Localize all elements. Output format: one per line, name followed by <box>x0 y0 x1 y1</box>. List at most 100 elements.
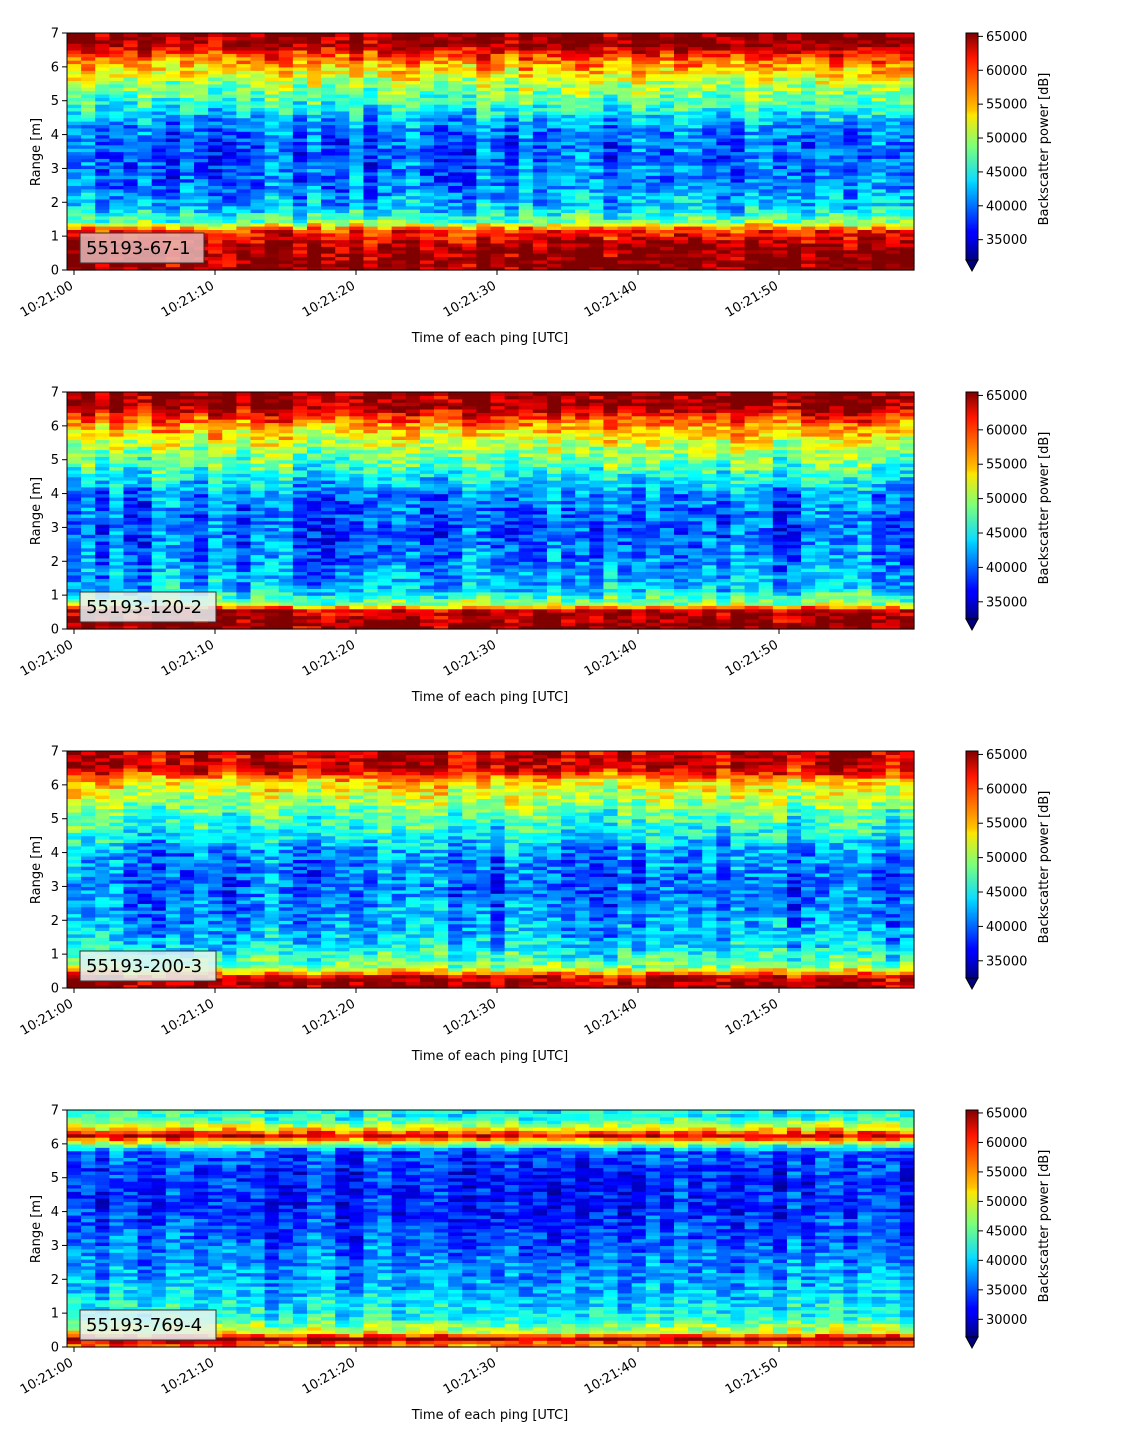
heatmap-cell <box>264 256 280 261</box>
heatmap-cell <box>250 205 266 210</box>
heatmap-cell <box>250 43 266 48</box>
heatmap-cell <box>165 195 181 200</box>
heatmap-cell <box>363 73 379 78</box>
heatmap-cell <box>67 256 82 261</box>
heatmap-cell <box>151 192 167 197</box>
heatmap-cell <box>335 43 350 48</box>
heatmap-cell <box>278 236 294 241</box>
heatmap-cell <box>363 246 379 251</box>
heatmap-cell <box>67 53 82 58</box>
heatmap-cell <box>377 161 393 166</box>
heatmap-cell <box>179 205 195 210</box>
heatmap-cell <box>109 209 125 214</box>
heatmap-cell <box>236 185 252 190</box>
heatmap-cell <box>349 80 365 85</box>
heatmap-cell <box>434 263 449 268</box>
heatmap-cell <box>81 121 96 126</box>
heatmap-cell <box>405 249 421 254</box>
heatmap-cell <box>335 144 350 149</box>
heatmap-cell <box>109 134 125 139</box>
heatmap-cell <box>208 80 223 85</box>
heatmap-cell <box>222 104 237 109</box>
heatmap-cell <box>871 33 887 37</box>
heatmap-cell <box>278 134 294 139</box>
heatmap-cell <box>123 73 139 78</box>
heatmap-cell <box>179 178 195 183</box>
heatmap-cell <box>434 80 449 85</box>
heatmap-cell <box>165 104 181 109</box>
heatmap-cell <box>363 195 379 200</box>
heatmap-cell <box>222 232 237 237</box>
heatmap-cell <box>419 70 435 75</box>
heatmap-cell <box>194 212 209 217</box>
heatmap-cell <box>292 154 308 159</box>
heatmap-cell <box>377 225 393 230</box>
heatmap-cell <box>81 185 96 190</box>
heatmap-cell <box>67 195 82 200</box>
heatmap-cell <box>67 161 82 166</box>
heatmap-cell <box>377 158 393 163</box>
heatmap-cell <box>95 73 110 78</box>
heatmap-cell <box>250 236 266 241</box>
heatmap-cell <box>292 70 308 75</box>
heatmap-cell <box>123 43 139 48</box>
heatmap-cell <box>292 151 308 156</box>
heatmap-cell <box>335 168 350 173</box>
heatmap-cell <box>434 131 449 136</box>
heatmap-cell <box>179 165 195 170</box>
heatmap-cell <box>377 239 393 244</box>
heatmap-cell <box>67 246 82 251</box>
heatmap-cell <box>363 97 379 102</box>
heatmap-cell <box>208 253 223 258</box>
heatmap-cell <box>95 100 110 105</box>
heatmap-cell <box>165 49 181 54</box>
heatmap-cell <box>405 205 421 210</box>
heatmap-cell <box>236 56 252 61</box>
heatmap-cell <box>306 121 322 126</box>
heatmap-cell <box>81 165 96 170</box>
heatmap-cell <box>278 104 294 109</box>
heatmap-cell <box>391 198 407 203</box>
heatmap-cell <box>434 151 449 156</box>
heatmap-cell <box>222 209 237 214</box>
heatmap-cell <box>391 178 407 183</box>
heatmap-cell <box>306 205 322 210</box>
heatmap-cell <box>250 134 266 139</box>
heatmap-cell <box>81 124 96 129</box>
heatmap-cell <box>321 236 336 241</box>
heatmap-cell <box>250 121 266 126</box>
heatmap-cell <box>81 110 96 115</box>
heatmap-cell <box>419 53 435 58</box>
heatmap-cell <box>405 66 421 71</box>
heatmap-cell <box>137 121 153 126</box>
heatmap-cell <box>151 219 167 224</box>
heatmap-cell <box>335 215 350 220</box>
heatmap-cell <box>504 33 520 37</box>
heatmap-cell <box>194 205 209 210</box>
heatmap-cell <box>81 168 96 173</box>
heatmap-cell <box>151 185 167 190</box>
heatmap-cell <box>363 70 379 75</box>
heatmap-cell <box>81 263 96 268</box>
heatmap-cell <box>405 239 421 244</box>
heatmap-cell <box>81 195 96 200</box>
heatmap-cell <box>109 202 125 207</box>
heatmap-cell <box>109 198 125 203</box>
heatmap-cell <box>179 73 195 78</box>
heatmap-cell <box>109 263 125 268</box>
heatmap-cell <box>151 43 167 48</box>
heatmap-cell <box>278 80 294 85</box>
heatmap-cell <box>363 127 379 132</box>
heatmap-cell <box>292 46 308 51</box>
heatmap-cell <box>250 259 266 264</box>
heatmap-cell <box>363 83 379 88</box>
heatmap-cell <box>349 212 365 217</box>
heatmap-cell <box>391 202 407 207</box>
heatmap-cell <box>165 97 181 102</box>
heatmap-cell <box>391 171 407 176</box>
heatmap-cell <box>95 104 110 109</box>
heatmap-cell <box>292 93 308 98</box>
heatmap-cell <box>363 46 379 51</box>
heatmap-cell <box>264 141 280 146</box>
heatmap-cell <box>179 181 195 186</box>
